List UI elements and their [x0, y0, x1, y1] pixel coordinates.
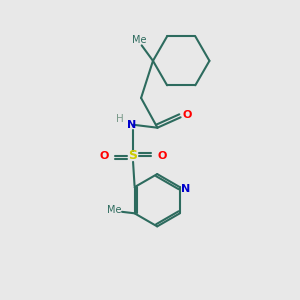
Text: O: O — [157, 151, 167, 161]
Text: N: N — [127, 120, 136, 130]
Text: O: O — [182, 110, 192, 120]
Text: Me: Me — [132, 35, 146, 45]
Text: O: O — [100, 151, 109, 161]
Text: S: S — [129, 149, 138, 162]
Text: H: H — [116, 114, 124, 124]
Text: N: N — [181, 184, 190, 194]
Text: Me: Me — [107, 205, 122, 215]
